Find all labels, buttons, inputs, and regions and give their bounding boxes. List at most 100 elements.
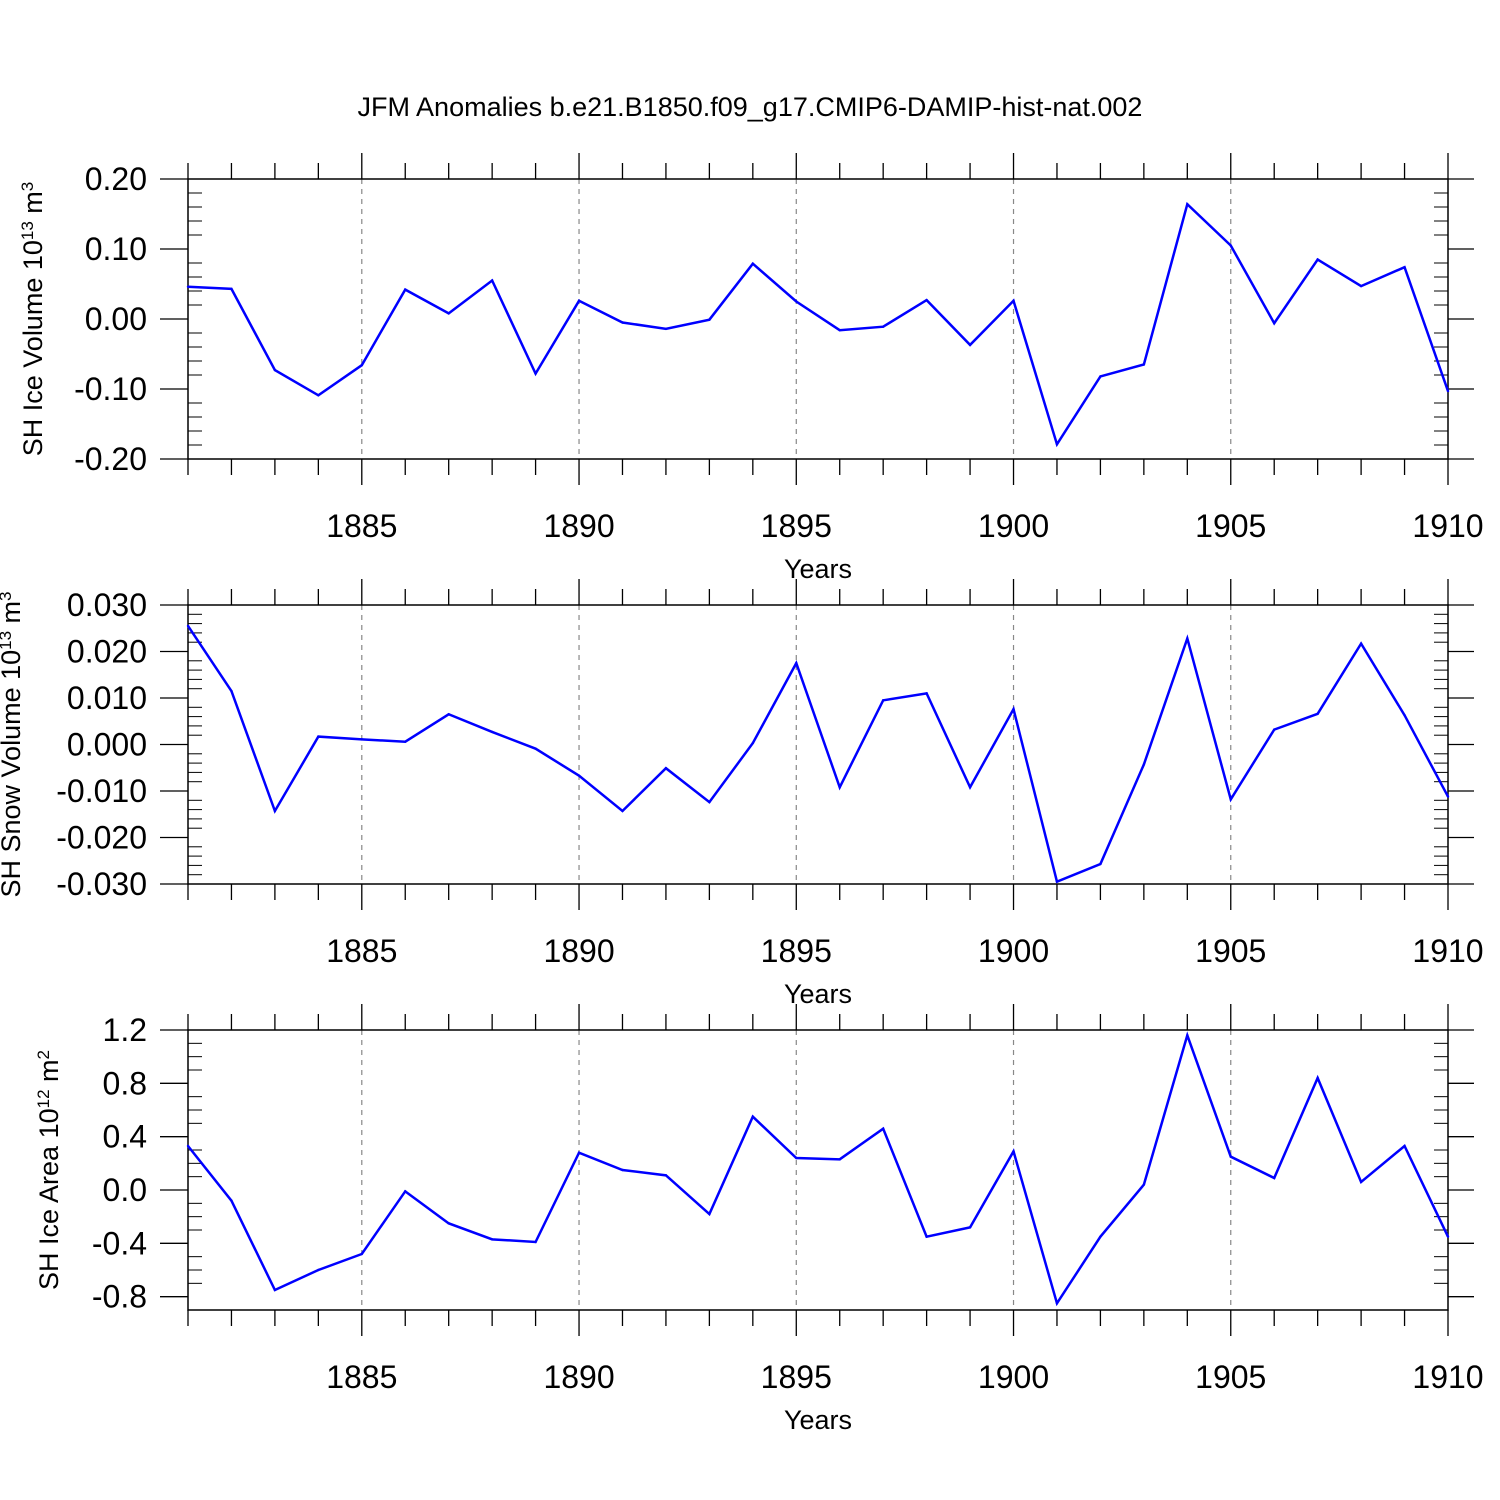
data-point [751,262,755,265]
data-point [577,774,581,777]
x-tick-label: 1885 [326,508,397,544]
y-axis-label: SH Ice Area 1012 m2 [34,1050,65,1290]
series-line [186,625,1450,884]
data-point [447,1222,450,1225]
x-tick-label: 1910 [1412,1359,1483,1395]
data-point [1273,1176,1276,1180]
y-axis-label: SH Snow Volume 1013 m3 [0,591,26,897]
y-axis-label-part: m [18,191,48,221]
data-point [1055,443,1059,446]
y-axis-label: SH Ice Volume 1013 m3 [18,182,49,457]
data-point [1359,1180,1363,1184]
data-point [968,1226,972,1229]
data-point [621,321,624,324]
data-point [838,786,841,789]
chart-panel-ice-area: -0.8 -0.4 0.0 0.4 0.8 1.2 1885 1890 1895 1900 1905… [34,1004,1484,1435]
data-point [360,1252,363,1256]
data-point [404,1190,407,1193]
data-point [273,368,277,372]
data-point [1012,1150,1015,1153]
series-line [187,201,1450,448]
data-point [1446,795,1450,798]
data-point [186,1144,190,1148]
data-point [621,1168,624,1172]
x-tick-label: 1910 [1412,933,1483,969]
x-tick-label: 1895 [761,1359,832,1395]
data-point [230,689,233,693]
panels: -0.20 -0.10 0.00 0.10 0.20 1885 1890 1895 1900 19… [0,153,1484,1435]
y-tick-label: -0.10 [74,371,147,407]
data-point [1142,363,1146,366]
data-point [1012,299,1015,302]
x-tick-label: 1905 [1195,508,1266,544]
data-point [1142,1183,1146,1186]
data-point [360,364,363,367]
x-tick-label: 1885 [326,933,397,969]
data-point [1229,244,1232,247]
data-point [1099,375,1102,378]
data-point [1316,712,1319,716]
y-axis-label-superscript: 2 [34,1050,53,1059]
data-point [1142,763,1146,766]
y-tick-label: 0.20 [85,161,147,197]
data-point [1273,728,1276,731]
data-point [881,1127,885,1130]
data-point [1186,1034,1189,1037]
y-tick-label: 0.030 [67,587,147,623]
data-point [1055,1302,1059,1305]
data-point [534,1240,537,1244]
data-point [1186,203,1189,206]
data-point [404,288,407,291]
data-point [664,327,668,330]
data-point [664,767,668,770]
data-point [1316,258,1319,261]
data-point [1229,1155,1232,1158]
data-point [317,1268,320,1272]
x-axis-label: Years [784,979,852,1009]
y-tick-label: 0.4 [103,1119,147,1155]
data-point [490,730,494,734]
data-point [534,747,537,750]
data-point [925,298,928,302]
data-point [708,800,711,804]
data-point [404,740,407,743]
y-axis-label-part: m [0,601,26,631]
data-point [795,661,798,665]
data-point [577,299,581,302]
data-point [447,312,450,315]
y-tick-label: 0.000 [67,727,147,763]
plot-frame [187,178,1449,460]
data-point [534,372,537,375]
data-point [795,1156,798,1160]
data-point [925,692,928,695]
y-tick-label: -0.020 [56,820,147,856]
y-tick-label: 0.020 [67,634,147,670]
chart-panel-snow-volume: -0.030 -0.020 -0.010 0.000 0.010 0.020 0.030 18… [0,579,1484,1009]
x-tick-label: 1905 [1195,1359,1266,1395]
data-point [1403,1144,1406,1148]
x-tick-label: 1890 [543,933,614,969]
data-point [1229,798,1232,801]
y-tick-label: -0.20 [74,441,147,477]
data-point [1099,862,1102,866]
figure-title: JFM Anomalies b.e21.B1850.f09_g17.CMIP6-… [358,92,1143,122]
y-axis-label-part: m [34,1059,64,1089]
data-point [230,287,233,291]
data-point [490,1238,494,1241]
series-line [187,1031,1450,1307]
data-point [795,300,798,303]
y-axis-label-part: SH Snow Volume 10 [0,650,26,898]
y-axis-label-superscript: 3 [0,591,15,600]
x-tick-label: 1900 [978,1359,1049,1395]
data-point [621,809,624,813]
data-point [838,329,841,332]
y-tick-label: -0.010 [56,773,147,809]
data-point [881,325,885,328]
data-point [1403,714,1406,717]
chart-panel-ice-volume: -0.20 -0.10 0.00 0.10 0.20 1885 1890 1895 1900 19… [18,153,1484,584]
y-tick-label: -0.4 [92,1225,147,1261]
data-point [968,786,972,789]
data-point [186,624,190,628]
data-point [664,1174,668,1177]
data-point [1012,707,1015,711]
